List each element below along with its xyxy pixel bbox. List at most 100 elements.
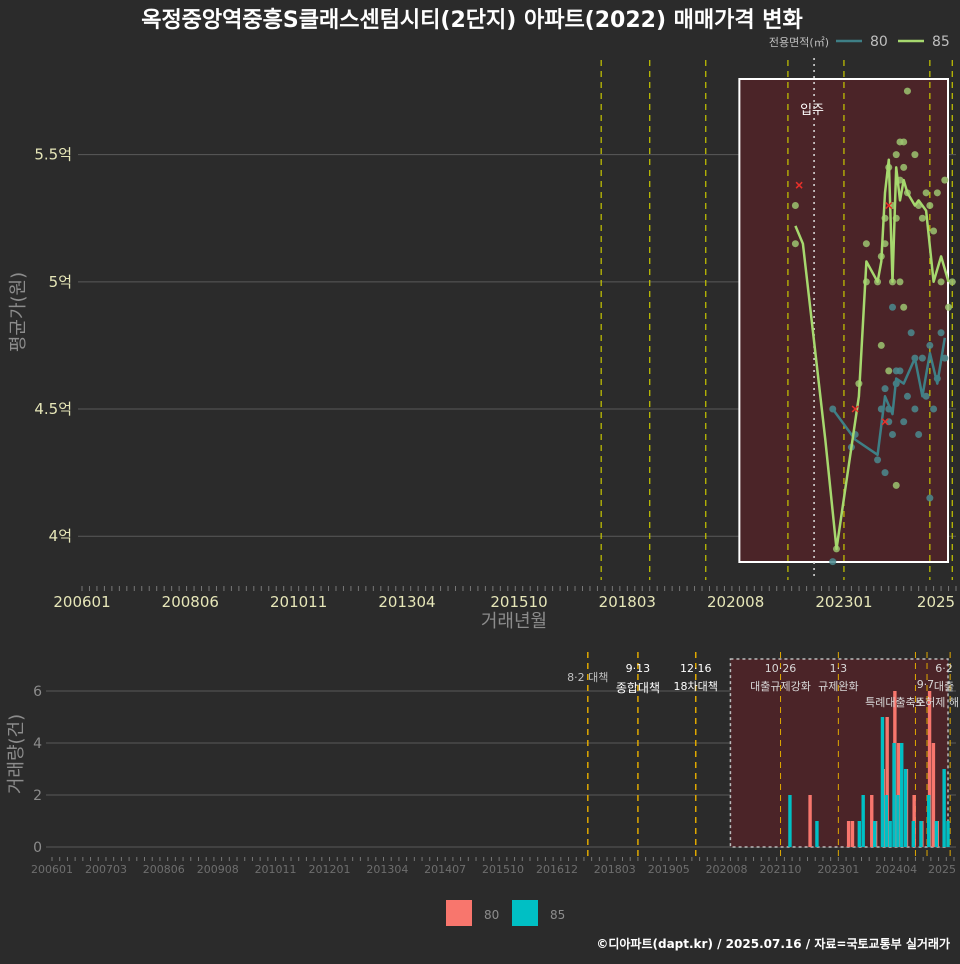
move-in-marker: 입주 — [800, 58, 824, 580]
data-point-85 — [937, 278, 945, 286]
x-marker — [795, 181, 803, 189]
data-point-80 — [922, 392, 930, 400]
legend-label-80-bar: 80 — [484, 908, 499, 922]
series-line-80 — [831, 337, 947, 457]
data-point-85 — [948, 278, 956, 286]
volume-y-axis-title: 거래량(건) — [6, 714, 27, 794]
data-point-85 — [918, 214, 926, 222]
data-point-85 — [900, 163, 908, 171]
x-tick-label: 200806 — [143, 863, 185, 876]
policy-date-label: 9·13 — [626, 662, 651, 675]
data-point-85 — [930, 227, 938, 235]
policy-date-label: 12·16 — [680, 662, 712, 675]
bar-80 — [885, 717, 889, 847]
x-tick-label: 201304 — [366, 863, 408, 876]
data-point-85 — [933, 189, 941, 197]
data-point-80 — [941, 354, 949, 362]
top-legend: 전용면적(㎡) 80 85 — [769, 34, 950, 50]
policy-date-label: 9·7 — [917, 678, 935, 691]
bar-85 — [934, 821, 939, 847]
data-point-80 — [889, 303, 897, 311]
data-point-85 — [900, 138, 908, 146]
bar-80 — [931, 743, 936, 847]
policy-name-label: 규제완화 — [818, 680, 858, 693]
data-point-85 — [791, 202, 799, 210]
data-point-85 — [862, 240, 870, 248]
data-point-85 — [885, 367, 893, 375]
price-x-tick-labels: 200601 200806 201011 201304 201510 20180… — [53, 593, 955, 611]
price-series — [791, 87, 956, 566]
legend-label-85: 85 — [932, 34, 950, 50]
bar-85 — [927, 795, 931, 847]
legend-label-80: 80 — [870, 34, 888, 50]
x-tick-label: 200703 — [85, 863, 127, 876]
policy-name-label: 특례대출축소 — [865, 696, 926, 709]
bar-85 — [942, 769, 946, 847]
bar-85 — [892, 743, 896, 847]
y-tick-label: 6 — [33, 684, 42, 700]
policy-date-label: 10·26 — [765, 662, 797, 675]
x-tick-label: 201510 — [490, 593, 547, 611]
data-point-80 — [903, 392, 911, 400]
policy-name-label: 대출규제강화 — [750, 680, 811, 693]
data-point-80 — [915, 430, 923, 438]
data-point-80 — [937, 329, 945, 337]
policy-event-labels: 8·2 대책 9·13 종합대책 12·16 18차대책 10·26 대출규제강… — [567, 662, 959, 709]
x-tick-label: 2025 — [917, 593, 955, 611]
bar-85 — [946, 821, 950, 847]
bar-85 — [873, 821, 877, 847]
bar-80 — [808, 795, 812, 847]
bar-85 — [911, 821, 915, 847]
data-point-85 — [900, 303, 908, 311]
volume-chart: 0 2 4 6 8·2 대책 9·13 종합대책 12·16 18차대책 10·… — [6, 652, 959, 876]
data-point-85 — [945, 303, 953, 311]
volume-policy-lines — [587, 652, 951, 858]
bar-85 — [888, 821, 892, 847]
x-tick-label: 202301 — [815, 593, 872, 611]
volume-y-tick-labels: 0 2 4 6 — [33, 684, 42, 856]
bottom-legend: 80 85 — [446, 900, 565, 926]
x-tick-label: 202110 — [760, 863, 802, 876]
bar-85 — [857, 821, 862, 847]
highlight-rect — [729, 658, 949, 848]
volume-bars — [788, 691, 950, 847]
x-tick-label: 201201 — [309, 863, 351, 876]
bar-85 — [903, 769, 908, 847]
y-axis-title: 평균가(원) — [8, 272, 29, 352]
source-footer: ©디아파트(dapt.kr) / 2025.07.16 / 자료=국토교통부 실… — [596, 936, 950, 951]
x-tick-label: 202008 — [707, 593, 764, 611]
bar-80 — [846, 821, 851, 847]
bar-85 — [815, 821, 819, 847]
x-marker — [885, 202, 893, 210]
bar-85 — [919, 821, 923, 847]
bar-80 — [870, 795, 874, 847]
data-point-80 — [881, 385, 889, 393]
policy-name-label: 18차대책 — [674, 680, 718, 693]
data-point-80 — [918, 354, 926, 362]
data-point-85 — [903, 87, 911, 95]
data-point-80 — [907, 329, 915, 337]
legend-swatch-80-bar — [446, 900, 472, 926]
y-tick-label: 4.5억 — [34, 400, 72, 418]
x-tick-label: 201803 — [599, 593, 656, 611]
data-point-80 — [926, 494, 934, 502]
data-point-85 — [877, 341, 885, 349]
bar-85 — [880, 717, 885, 847]
data-point-85 — [892, 151, 900, 159]
data-point-80 — [896, 367, 904, 375]
x-tick-label: 200908 — [197, 863, 239, 876]
data-point-85 — [922, 189, 930, 197]
data-point-85 — [896, 278, 904, 286]
bar-85 — [788, 795, 792, 847]
data-point-80 — [889, 430, 897, 438]
policy-date-label: 8·2 대책 — [567, 671, 608, 684]
policy-date-label: 1·3 — [830, 662, 848, 675]
policy-date-label: 6·2 — [935, 662, 953, 675]
policy-name-label: 종합대책 — [616, 680, 660, 695]
x-tick-label: 202301 — [817, 863, 859, 876]
data-point-85 — [892, 481, 900, 489]
data-point-80 — [881, 469, 889, 477]
data-point-85 — [926, 202, 934, 210]
move-in-label: 입주 — [800, 103, 824, 118]
